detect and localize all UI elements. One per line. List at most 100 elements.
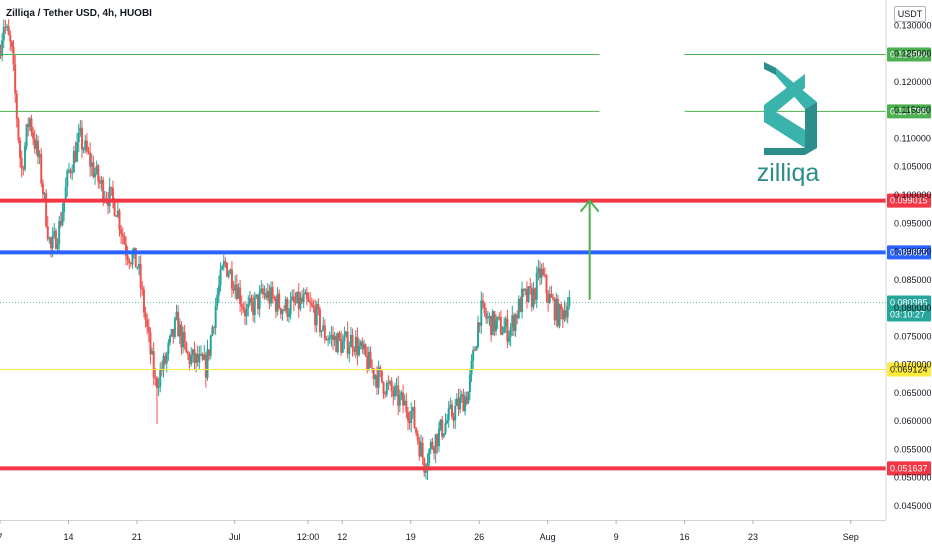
candle-body (493, 311, 496, 332)
candle-body (142, 289, 145, 313)
candle-body (343, 335, 346, 342)
candle-body (224, 261, 227, 263)
candle-body (459, 397, 462, 410)
candle-body (1, 40, 4, 57)
candle-body (499, 316, 502, 335)
time-tick-label: Sep (843, 532, 859, 542)
time-tick-label: 14 (63, 532, 73, 542)
candle-body (165, 353, 168, 364)
candle-body (446, 420, 449, 424)
price-levels: 0.124864 0.114798 0.099015 0.089855 0.069124… (0, 47, 931, 476)
candle-body (226, 262, 229, 277)
candle-body (328, 336, 331, 340)
candle-body (146, 320, 149, 328)
candle-body (116, 210, 119, 217)
candle-body (449, 404, 452, 408)
candle-body (190, 355, 193, 365)
candle-body (416, 433, 419, 441)
candle-body (180, 324, 183, 348)
candle-body (429, 441, 432, 450)
candle-body (304, 292, 307, 295)
candle-body (305, 292, 308, 300)
candle-body (483, 302, 486, 314)
candle-body (183, 332, 186, 343)
candle-body (162, 356, 165, 371)
candle-body (110, 186, 113, 188)
candle-body (336, 333, 339, 353)
candle-body (252, 302, 255, 315)
candle-body (107, 199, 110, 207)
time-tick-label: 16 (680, 532, 690, 542)
candle-body (464, 396, 467, 412)
candle-body (460, 394, 463, 398)
candle-body (349, 334, 352, 347)
candle-body (230, 269, 233, 289)
candle-body (371, 367, 374, 369)
candle-body (193, 349, 196, 363)
candle-body (389, 381, 392, 384)
candle-body (454, 405, 457, 421)
candle-body (92, 162, 95, 178)
candle-body (234, 284, 237, 291)
candle-body (89, 152, 92, 167)
candle-body (32, 132, 35, 139)
candle-body (296, 291, 299, 303)
candle-body (94, 173, 97, 178)
candle-body (167, 342, 170, 354)
candle-body (208, 349, 211, 356)
candle-body (310, 303, 313, 306)
time-axis: 7 14 21 Jul 12:00 12 19 26 Aug 9 16 23 Sep (0, 520, 886, 542)
candle-body (516, 314, 519, 319)
candle-body (67, 169, 70, 171)
candle-body (382, 382, 385, 394)
candle-body (28, 118, 31, 127)
candle-body (568, 297, 571, 307)
candle-body (330, 334, 333, 337)
candle-body (243, 309, 246, 317)
candle-body (323, 325, 326, 340)
candle-body (563, 310, 566, 320)
candle-body (147, 327, 150, 333)
candle-body (387, 382, 390, 384)
price-level-tag (887, 362, 931, 377)
candle-body (467, 392, 470, 404)
candle-body (216, 295, 219, 307)
price-tick-label: 0.085000 (894, 275, 932, 285)
price-tick-label: 0.055000 (894, 444, 932, 454)
candle-body (177, 311, 180, 337)
price-tick-label: 0.105000 (894, 162, 932, 172)
candle-body (384, 393, 387, 395)
candle-body (504, 318, 507, 327)
candle-body (325, 339, 328, 341)
candle-body (214, 306, 217, 328)
candle-body (496, 316, 499, 321)
candle-body (97, 165, 100, 183)
candle-body (14, 64, 17, 94)
zilliqa-logo-text: zilliqa (757, 159, 820, 187)
candle-body (213, 327, 216, 329)
candle-body (289, 299, 292, 315)
time-tick-label: 26 (474, 532, 484, 542)
candle-body (534, 288, 537, 300)
candle-body (455, 398, 458, 406)
candle-body (410, 411, 413, 424)
candle-body (149, 332, 152, 355)
candle-body (131, 254, 134, 265)
time-tick-label: Aug (540, 532, 556, 542)
time-tick-label: 12:00 (297, 532, 320, 542)
candle-body (436, 434, 439, 447)
candle-body (198, 354, 201, 363)
price-scale-unit-button[interactable]: USDT (894, 6, 926, 22)
candle-body (335, 336, 338, 353)
price-tick-label: 0.110000 (894, 133, 931, 143)
candle-body (48, 237, 51, 240)
candle-body (561, 309, 564, 320)
candle-body (129, 263, 132, 265)
price-level-tag-text: 0.069124 (890, 365, 928, 375)
candle-body (170, 329, 173, 336)
candle-body (529, 286, 532, 289)
candle-body (30, 118, 33, 133)
candle-body (240, 304, 243, 307)
price-tick-label: 0.125000 (894, 49, 932, 59)
